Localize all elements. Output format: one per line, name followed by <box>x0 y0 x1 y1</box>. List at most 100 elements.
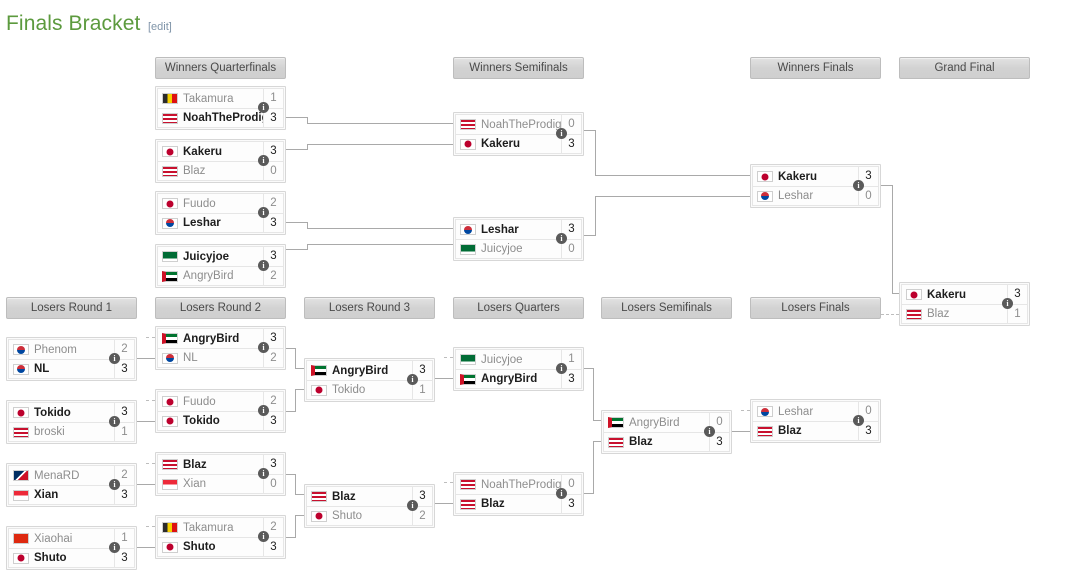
match-info-icon[interactable]: i <box>1002 298 1013 309</box>
match-row-player1[interactable]: Phenom 2 <box>8 339 135 359</box>
match-row-player1[interactable]: MenaRD 2 <box>8 465 135 485</box>
match-info-icon[interactable]: i <box>556 488 567 499</box>
match-info-icon[interactable]: i <box>109 479 120 490</box>
match-losers-semifinals[interactable]: AngryBird 0 Blaz 3 i <box>601 410 732 454</box>
player-score: 3 <box>263 412 283 430</box>
match-row-player2[interactable]: Tokido 1 <box>306 380 433 400</box>
match-info-icon[interactable]: i <box>556 128 567 139</box>
match-row-player2[interactable]: NoahTheProdigy 3 <box>157 108 284 128</box>
match-row-player1[interactable]: Fuudo 2 <box>157 193 284 213</box>
match-row-player1[interactable]: Fuudo 2 <box>157 391 284 411</box>
match-info-icon[interactable]: i <box>407 500 418 511</box>
match-info-icon[interactable]: i <box>853 180 864 191</box>
match-info-icon[interactable]: i <box>258 260 269 271</box>
match-losers-quarters-1[interactable]: Juicyjoe 1 AngryBird 3 i <box>453 347 584 391</box>
match-row-player1[interactable]: NoahTheProdigy 0 <box>455 114 582 134</box>
match-info-icon[interactable]: i <box>407 374 418 385</box>
match-row-player2[interactable]: Juicyjoe 0 <box>455 239 582 259</box>
match-row-player1[interactable]: Kakeru 3 <box>901 284 1028 304</box>
match-info-icon[interactable]: i <box>258 405 269 416</box>
flag-icon <box>162 251 178 262</box>
match-row-player2[interactable]: Blaz 3 <box>455 494 582 514</box>
match-row-player1[interactable]: Takamura 1 <box>157 88 284 108</box>
match-row-player1[interactable]: Tokido 3 <box>8 402 135 422</box>
match-row-player2[interactable]: Blaz 3 <box>603 432 730 452</box>
player-name: AngryBird <box>629 416 680 429</box>
match-wqf3[interactable]: Fuudo 2 Leshar 3 i <box>155 191 286 235</box>
flag-icon <box>757 406 773 417</box>
match-losers-quarters-2[interactable]: NoahTheProdigy 0 Blaz 3 i <box>453 472 584 516</box>
match-lr2-4[interactable]: Takamura 2 Shuto 3 i <box>155 515 286 559</box>
match-info-icon[interactable]: i <box>258 342 269 353</box>
match-row-player2[interactable]: NL 2 <box>157 348 284 368</box>
match-info-icon[interactable]: i <box>109 353 120 364</box>
match-info-icon[interactable]: i <box>258 207 269 218</box>
match-info-icon[interactable]: i <box>556 363 567 374</box>
match-row-player1[interactable]: Juicyjoe 3 <box>157 246 284 266</box>
match-row-player1[interactable]: AngryBird 3 <box>157 328 284 348</box>
match-winners-finals[interactable]: Kakeru 3 Leshar 0 i <box>750 164 881 208</box>
player-name: Fuudo <box>183 197 216 210</box>
match-grand-final[interactable]: Kakeru 3 Blaz 1 i <box>899 282 1030 326</box>
match-row-player1[interactable]: AngryBird 3 <box>306 360 433 380</box>
match-lr1-2[interactable]: Tokido 3 broski 1 i <box>6 400 137 444</box>
flag-icon <box>162 270 178 282</box>
match-row-player1[interactable]: Blaz 3 <box>157 454 284 474</box>
match-row-player2[interactable]: Tokido 3 <box>157 411 284 431</box>
match-lr1-3[interactable]: MenaRD 2 Xian 3 i <box>6 463 137 507</box>
match-wqf1[interactable]: Takamura 1 NoahTheProdigy 3 i <box>155 86 286 130</box>
match-row-player1[interactable]: AngryBird 0 <box>603 412 730 432</box>
match-row-player2[interactable]: Xian 3 <box>8 485 135 505</box>
match-row-player1[interactable]: NoahTheProdigy 0 <box>455 474 582 494</box>
match-info-icon[interactable]: i <box>109 542 120 553</box>
match-wqf2[interactable]: Kakeru 3 Blaz 0 i <box>155 139 286 183</box>
match-lr3-2[interactable]: Blaz 3 Shuto 2 i <box>304 484 435 528</box>
match-row-player2[interactable]: Blaz 3 <box>752 421 879 441</box>
match-info-icon[interactable]: i <box>258 102 269 113</box>
match-row-player2[interactable]: Shuto 3 <box>8 548 135 568</box>
flag-icon <box>906 308 922 320</box>
match-row-player1[interactable]: Kakeru 3 <box>752 166 879 186</box>
match-row-player1[interactable]: Kakeru 3 <box>157 141 284 161</box>
match-row-player2[interactable]: Leshar 0 <box>752 186 879 206</box>
match-row-player1[interactable]: Leshar 3 <box>455 219 582 239</box>
match-row-player1[interactable]: Blaz 3 <box>306 486 433 506</box>
match-row-player1[interactable]: Leshar 0 <box>752 401 879 421</box>
match-row-player2[interactable]: broski 1 <box>8 422 135 442</box>
match-info-icon[interactable]: i <box>258 155 269 166</box>
match-info-icon[interactable]: i <box>109 416 120 427</box>
match-lr2-2[interactable]: Fuudo 2 Tokido 3 i <box>155 389 286 433</box>
player-score: 3 <box>114 360 134 378</box>
match-row-player2[interactable]: Xian 0 <box>157 474 284 494</box>
match-row-player2[interactable]: Kakeru 3 <box>455 134 582 154</box>
match-info-icon[interactable]: i <box>704 426 715 437</box>
match-row-player2[interactable]: Shuto 3 <box>157 537 284 557</box>
match-row-player2[interactable]: Blaz 0 <box>157 161 284 181</box>
match-lr2-1[interactable]: AngryBird 3 NL 2 i <box>155 326 286 370</box>
match-row-player1[interactable]: Juicyjoe 1 <box>455 349 582 369</box>
match-info-icon[interactable]: i <box>556 233 567 244</box>
match-row-player1[interactable]: Takamura 2 <box>157 517 284 537</box>
edit-link[interactable]: [edit] <box>148 21 172 33</box>
match-row-player2[interactable]: AngryBird 2 <box>157 266 284 286</box>
match-row-player2[interactable]: AngryBird 3 <box>455 369 582 389</box>
match-row-player1[interactable]: Xiaohai 1 <box>8 528 135 548</box>
match-lr1-4[interactable]: Xiaohai 1 Shuto 3 i <box>6 526 137 570</box>
match-info-icon[interactable]: i <box>258 468 269 479</box>
match-lr3-1[interactable]: AngryBird 3 Tokido 1 i <box>304 358 435 402</box>
match-row-player2[interactable]: Blaz 1 <box>901 304 1028 324</box>
match-wsf2[interactable]: Leshar 3 Juicyjoe 0 i <box>453 217 584 261</box>
match-lr1-1[interactable]: Phenom 2 NL 3 i <box>6 337 137 381</box>
match-row-player2[interactable]: NL 3 <box>8 359 135 379</box>
match-wqf4[interactable]: Juicyjoe 3 AngryBird 2 i <box>155 244 286 288</box>
match-info-icon[interactable]: i <box>258 531 269 542</box>
match-row-player2[interactable]: Shuto 2 <box>306 506 433 526</box>
player-score: 2 <box>263 349 283 367</box>
match-losers-finals[interactable]: Leshar 0 Blaz 3 i <box>750 399 881 443</box>
match-info-icon[interactable]: i <box>853 415 864 426</box>
match-wsf1[interactable]: NoahTheProdigy 0 Kakeru 3 i <box>453 112 584 156</box>
match-row-player2[interactable]: Leshar 3 <box>157 213 284 233</box>
match-lr2-3[interactable]: Blaz 3 Xian 0 i <box>155 452 286 496</box>
player-score: 1 <box>412 381 432 399</box>
round-header-losers-round-3: Losers Round 3 <box>304 297 435 319</box>
